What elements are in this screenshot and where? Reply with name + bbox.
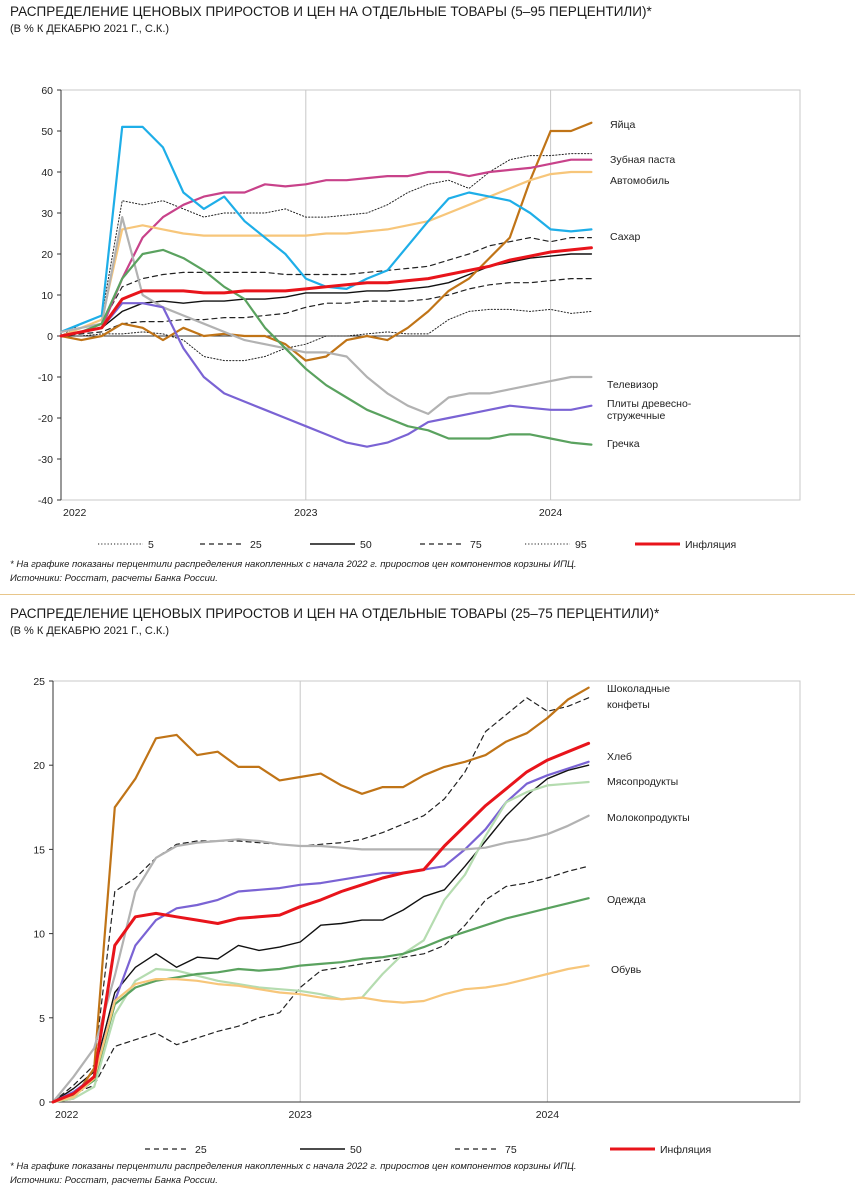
legend-label-0-25: 25: [250, 539, 262, 551]
series-line-1-50: [52, 764, 590, 1103]
chart1-title: РАСПРЕДЕЛЕНИЕ ЦЕНОВЫХ ПРИРОСТОВ И ЦЕН НА…: [10, 4, 652, 19]
legend-label-0-95: 95: [575, 539, 587, 551]
series-line-0-плиты-древесно-стружечные: [59, 302, 593, 448]
y-tick-label-1-5: 0: [39, 1097, 45, 1109]
x-tick-label-1-1: 2023: [289, 1109, 313, 1121]
series-line-0-95: [60, 153, 592, 337]
series-line-0-25: [60, 278, 593, 337]
chart1-footnote: * На графике показаны перцентили распред…: [10, 559, 577, 570]
series-label-milk: Молокопродукты: [607, 812, 690, 824]
y-tick-label-0-0: 60: [41, 85, 53, 97]
series-label-sugar: Сахар: [610, 231, 641, 243]
series-label-chip1: Плиты древесно-: [607, 398, 692, 410]
series-line-0-5: [60, 308, 592, 362]
series-line-0-автомобиль: [59, 170, 593, 338]
plot-border-0: [60, 89, 801, 501]
y-tick-label-0-8: -20: [38, 413, 53, 425]
series-label-bread: Хлеб: [607, 751, 632, 763]
series-label-eggs: Яйца: [610, 119, 635, 131]
series-label-paste: Зубная паста: [610, 154, 675, 166]
series-label-cloth: Одежда: [607, 894, 646, 906]
chart2-title: РАСПРЕДЕЛЕНИЕ ЦЕНОВЫХ ПРИРОСТОВ И ЦЕН НА…: [10, 606, 660, 621]
chart2-footnote: * На графике показаны перцентили распред…: [10, 1161, 577, 1172]
legend-label-0-5: 5: [148, 539, 154, 551]
legend-label-1-75: 75: [505, 1144, 517, 1156]
y-tick-label-1-1: 20: [33, 760, 45, 772]
series-line-1-хлеб: [51, 760, 590, 1104]
section-divider: [0, 594, 855, 595]
series-line-1-одежда: [51, 897, 590, 1104]
y-tick-label-1-3: 10: [33, 929, 45, 941]
chart1-svg: 60 50 40 30 20 10 0 -10 -20 -30 -40 2022 2023 2024 Яйц…: [38, 85, 801, 551]
series-line-1-мясопродукты: [51, 780, 590, 1104]
y-tick-label-0-6: 0: [47, 331, 53, 343]
series-label-meat: Мясопродукты: [607, 776, 678, 788]
chart2-sources: Источники: Росстат, расчеты Банка России…: [10, 1175, 218, 1186]
x-tick-label-1-2: 2024: [536, 1109, 560, 1121]
legend-label-0-инфляция: Инфляция: [685, 539, 736, 551]
x-tick-label-0-2: 2024: [539, 507, 563, 519]
series-label-buck: Гречка: [607, 438, 640, 450]
series-line-1-обувь: [51, 964, 590, 1104]
series-line-0-зубная-паста: [59, 158, 593, 338]
legend-label-1-инфляция: Инфляция: [660, 1144, 711, 1156]
x-tick-label-1-0: 2022: [55, 1109, 79, 1121]
series-label-choc2: конфеты: [607, 699, 650, 711]
x-tick-label-0-1: 2023: [294, 507, 318, 519]
y-tick-label-1-0: 25: [33, 676, 45, 688]
series-line-1-инфляция: [51, 741, 591, 1104]
series-line-0-гречка: [59, 248, 593, 446]
legend-label-0-50: 50: [360, 539, 372, 551]
series-line-0-яйца: [59, 121, 593, 362]
y-tick-label-0-5: 10: [41, 290, 53, 302]
series-line-1-75: [52, 697, 590, 1103]
y-tick-label-0-10: -40: [38, 495, 53, 507]
y-tick-label-0-9: -30: [38, 454, 53, 466]
y-tick-label-1-4: 5: [39, 1013, 45, 1025]
y-tick-label-1-2: 15: [33, 844, 45, 856]
series-line-0-50: [60, 253, 593, 337]
series-line-1-шоколадные-конфеты: [51, 686, 590, 1104]
plot-border-1: [52, 680, 801, 1103]
series-label-tv: Телевизор: [607, 379, 658, 391]
series-label-shoes: Обувь: [611, 964, 642, 976]
series-label-chip2: стружечные: [607, 410, 665, 422]
series-line-0-инфляция: [59, 246, 593, 338]
chart1-sources: Источники: Росстат, расчеты Банка России…: [10, 573, 218, 584]
legend-label-0-75: 75: [470, 539, 482, 551]
x-tick-label-0-0: 2022: [63, 507, 87, 519]
series-line-0-телевизор: [59, 216, 593, 415]
y-tick-label-0-3: 30: [41, 208, 53, 220]
series-label-car: Автомобиль: [610, 175, 670, 187]
legend-label-1-25: 25: [195, 1144, 207, 1156]
y-tick-label-0-7: -10: [38, 372, 53, 384]
series-line-1-25: [52, 865, 590, 1103]
legend-label-1-50: 50: [350, 1144, 362, 1156]
series-label-choc1: Шоколадные: [607, 683, 670, 695]
series-line-1-молокопродукты: [51, 814, 590, 1104]
chart1-subtitle: (В % К ДЕКАБРЮ 2021 Г., С.К.): [10, 23, 170, 35]
y-tick-label-0-1: 50: [41, 126, 53, 138]
y-tick-label-0-2: 40: [41, 167, 53, 179]
y-tick-label-0-4: 20: [41, 249, 53, 261]
chart2-subtitle: (В % К ДЕКАБРЮ 2021 Г., С.К.): [10, 625, 170, 637]
